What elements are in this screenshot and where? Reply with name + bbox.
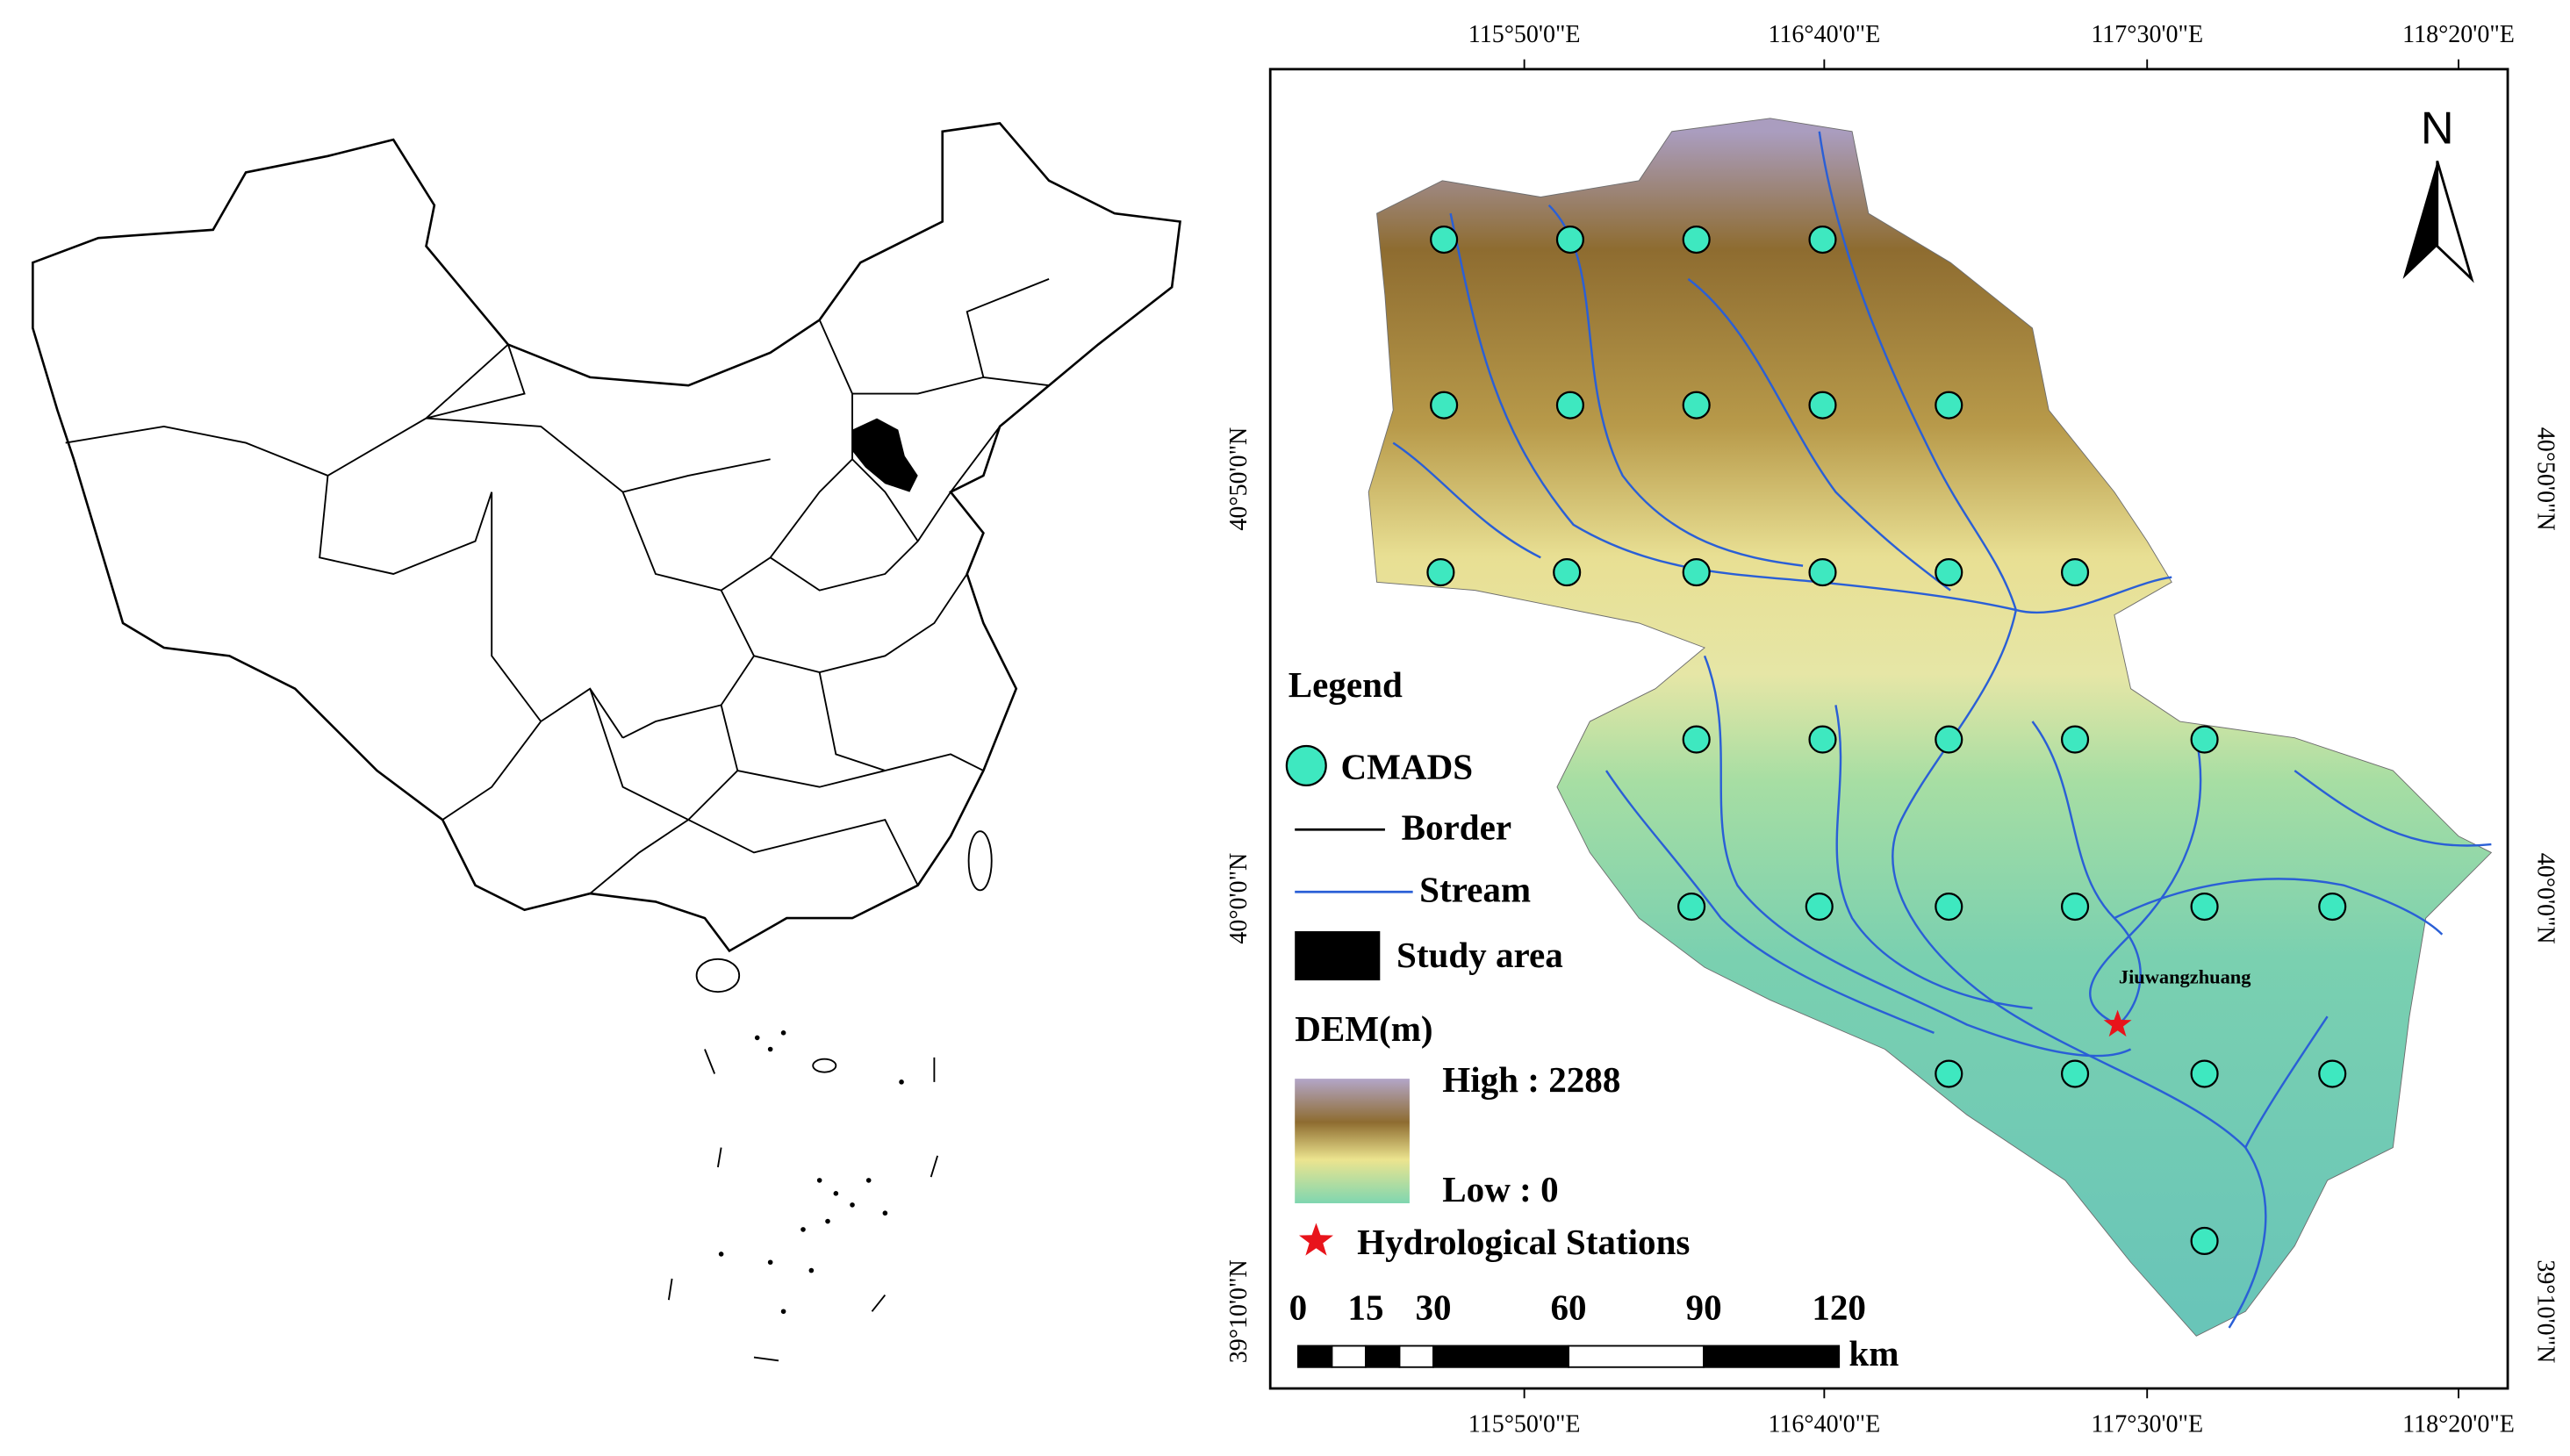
study-area-shape (852, 418, 918, 492)
scale-unit: km (1849, 1333, 1899, 1374)
scale-label: 15 (1347, 1287, 1383, 1328)
longitude-label: 118°20'0"E (2402, 1410, 2515, 1438)
cmads-point (1682, 725, 1711, 754)
latitude-label: 40°50'0"N (1225, 427, 1253, 531)
cmads-point (2318, 892, 2347, 922)
cmads-point (1426, 558, 1455, 587)
cmads-point (1808, 391, 1837, 420)
dem-high: High : 2288 (1442, 1059, 1620, 1100)
scale-label: 90 (1686, 1287, 1722, 1328)
scale-segment (1432, 1345, 1569, 1368)
cmads-point (1935, 892, 1963, 922)
latitude-label: 39°10'0"N (1225, 1259, 1253, 1363)
legend-item: Study area (1396, 935, 1563, 975)
cmads-point (1805, 892, 1834, 922)
legend-cmads-symbol (1285, 744, 1327, 786)
cmads-point (1808, 558, 1837, 587)
cmads-point (1555, 391, 1584, 420)
cmads-point (2190, 892, 2219, 922)
scale-segment (1365, 1345, 1401, 1368)
cmads-point (1677, 892, 1706, 922)
legend: Legend CMADS Border Stream Study area DE… (1285, 664, 1690, 1262)
latitude-label: 40°50'0"N (2532, 427, 2559, 531)
latitude-label: 39°10'0"N (2532, 1259, 2559, 1363)
latitude-label: 40°0'0"N (1225, 853, 1253, 944)
legend-title: Legend (1289, 664, 1403, 705)
cmads-point (1682, 391, 1711, 420)
cmads-point (2318, 1059, 2347, 1088)
longitude-label: 115°50'0"E (1468, 1410, 1581, 1438)
province-borders (65, 277, 1050, 894)
island (967, 830, 993, 892)
north-arrow (2436, 161, 2474, 283)
scale-label: 30 (1415, 1287, 1451, 1328)
scale-bar: 0 15 30 60 90 120 km (1289, 1287, 1899, 1374)
dem-low: Low : 0 (1442, 1169, 1558, 1209)
hydrological-station (2103, 1009, 2132, 1037)
cmads-point (2061, 725, 2090, 754)
dem-color-ramp (1295, 1079, 1410, 1204)
scale-segment (1703, 1345, 1841, 1368)
cmads-point (2061, 1059, 2090, 1088)
latitude-label: 40°0'0"N (2532, 853, 2559, 944)
legend-item: Border (1402, 807, 1511, 848)
nine-dash-line (667, 1049, 939, 1362)
legend-item: CMADS (1340, 746, 1473, 786)
legend-item: Stream (1419, 870, 1531, 910)
north-label: N (2421, 104, 2454, 154)
scale-segment (1331, 1345, 1367, 1368)
streams (1392, 131, 2492, 1329)
cmads-point (1808, 725, 1837, 754)
longitude-label: 117°30'0"E (2091, 21, 2203, 48)
scale-label: 0 (1289, 1287, 1308, 1328)
cmads-points (1426, 225, 2347, 1256)
cmads-point (1935, 725, 1963, 754)
watershed (1368, 118, 2493, 1337)
country-outline (32, 122, 1181, 953)
cmads-point (2190, 1226, 2219, 1256)
cmads-point (1935, 391, 1963, 420)
cmads-point (1430, 391, 1459, 420)
cmads-point (1553, 558, 1582, 587)
cmads-point (1935, 1059, 1963, 1088)
longitude-label: 117°30'0"E (2091, 1410, 2203, 1438)
station-label: Jiuwangzhuang (2119, 965, 2251, 987)
legend-item: Hydrological Stations (1357, 1222, 1690, 1262)
cmads-point (2061, 558, 2090, 587)
longitude-label: 116°40'0"E (1768, 1410, 1880, 1438)
cmads-point (1682, 225, 1711, 255)
overview-map (32, 122, 1181, 1362)
legend-study-area-symbol (1295, 931, 1381, 981)
longitude-label: 118°20'0"E (2402, 21, 2515, 48)
cmads-point (1935, 558, 1963, 587)
scale-segment (1297, 1345, 1333, 1368)
cmads-point (1682, 558, 1711, 587)
cmads-point (1430, 225, 1459, 255)
scale-label: 120 (1812, 1287, 1866, 1328)
scale-segment (1398, 1345, 1434, 1368)
legend-station-symbol (1298, 1223, 1333, 1256)
scale-segment (1568, 1345, 1705, 1368)
cmads-point (1555, 225, 1584, 255)
longitude-label: 116°40'0"E (1768, 21, 1880, 48)
island (695, 958, 741, 993)
south-sea-islands (718, 1030, 904, 1315)
scale-label: 60 (1551, 1287, 1587, 1328)
graticule-labels: 115°50'0"E 115°50'0"E 116°40'0"E 116°40'0"E… (1225, 21, 2559, 1438)
cmads-point (1808, 225, 1837, 255)
cmads-point (2190, 725, 2219, 754)
cmads-point (2061, 892, 2090, 922)
cmads-point (2190, 1059, 2219, 1088)
longitude-label: 115°50'0"E (1468, 21, 1581, 48)
dem-title: DEM(m) (1295, 1008, 1432, 1049)
